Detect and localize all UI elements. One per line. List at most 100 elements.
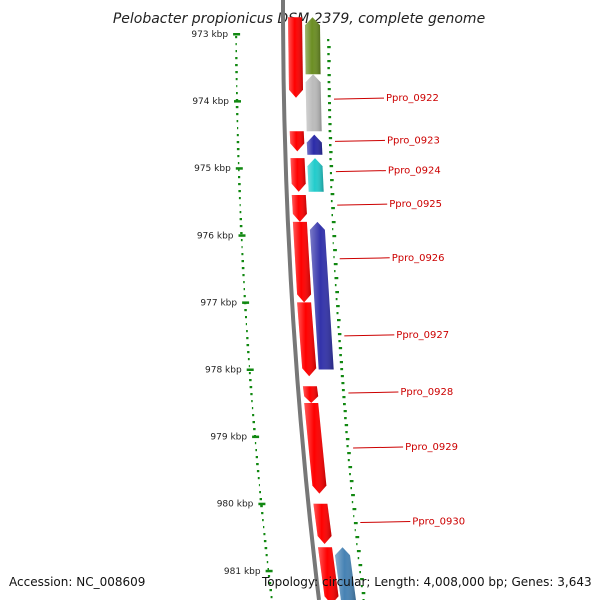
gc-dot-outer	[344, 417, 347, 420]
gc-dot-inner	[263, 533, 266, 536]
gc-dot-outer	[361, 592, 366, 595]
gc-dot-outer	[340, 368, 344, 371]
gc-dot-outer	[329, 158, 332, 161]
gc-dot-inner	[236, 134, 239, 137]
gene-arrow-ppro_0929-shading	[304, 403, 327, 494]
gene-label-leader	[353, 446, 404, 449]
gc-dot-inner	[247, 351, 250, 354]
gene-label-ppro_0924: Ppro_0924	[388, 166, 441, 177]
kbp-tick-label: 978 kbp	[205, 366, 242, 376]
gene-arrow-ppro_0927-shading	[297, 302, 317, 377]
gene-arrow-fwd-14-shading	[318, 547, 339, 600]
gc-dot-outer	[339, 361, 343, 364]
gc-dot-inner	[241, 253, 244, 256]
gc-dot-inner	[239, 204, 241, 207]
topology-text: Topology: circular; Length: 4,008,000 bp…	[262, 575, 592, 589]
gc-dot-inner	[243, 295, 246, 298]
gc-dot-outer	[329, 165, 334, 168]
gc-dot-inner	[238, 169, 240, 172]
gc-dot-outer	[328, 137, 333, 140]
gene-track	[288, 17, 356, 600]
gc-dot-inner	[251, 400, 253, 403]
gc-dot-inner	[249, 379, 252, 382]
gc-dot-outer	[335, 298, 338, 301]
gc-dot-inner	[257, 477, 260, 480]
gc-dot-outer	[339, 354, 342, 357]
gc-dot-inner	[238, 176, 241, 179]
gc-dot-outer	[360, 578, 364, 581]
gc-dot-inner	[263, 526, 265, 529]
gc-dot-outer	[330, 179, 334, 182]
gene-label-leader	[337, 203, 388, 206]
gc-dot-outer	[343, 403, 346, 406]
gc-dot-outer	[331, 207, 335, 210]
gc-dot-inner	[252, 414, 255, 417]
gc-dot-outer	[334, 277, 339, 280]
gc-dot-outer	[354, 529, 356, 532]
gene-label-ppro_0923: Ppro_0923	[387, 135, 440, 146]
gc-dot-inner	[236, 92, 238, 95]
gc-dot-inner	[256, 463, 259, 466]
kbp-tick-label: 980 kbp	[217, 500, 254, 510]
gc-dot-outer	[338, 340, 341, 343]
gc-dot-inner	[236, 148, 240, 151]
gc-dot-inner	[242, 274, 245, 277]
gc-dot-outer	[327, 67, 330, 70]
gc-dot-inner	[263, 540, 267, 543]
gc-dot-outer	[341, 389, 345, 392]
gc-dot-inner	[259, 491, 261, 494]
gc-dot-inner	[246, 330, 248, 333]
gc-dot-outer	[332, 242, 334, 245]
gc-dot-inner	[238, 183, 241, 186]
gene-arrow-ppro_0926-shading	[309, 221, 334, 370]
gc-dot-inner	[256, 470, 260, 473]
gene-labels: Ppro_0922 Ppro_0923 Ppro_0924 Ppro_0925 Ppro…	[333, 93, 465, 528]
gene-arrow-ppro_0930-shading	[313, 503, 332, 544]
gene-arrow-rev-15-shading	[335, 547, 356, 600]
gc-dot-outer	[337, 319, 341, 322]
gc-dot-inner	[238, 197, 241, 200]
gene-arrow-ppro_0922-shading	[305, 74, 322, 132]
gc-dot-inner	[247, 358, 250, 361]
gc-content-track	[235, 36, 366, 600]
gc-dot-inner	[267, 575, 271, 578]
gc-dot-outer	[333, 249, 337, 252]
gc-dot-inner	[251, 407, 254, 410]
gene-arrow-ppro_0925-shading	[291, 195, 307, 222]
gc-dot-outer	[334, 284, 337, 287]
kbp-tick-mark	[246, 368, 254, 371]
gc-dot-inner	[236, 85, 238, 88]
kbp-tick-label: 976 kbp	[197, 231, 234, 241]
gene-label-ppro_0930: Ppro_0930	[412, 517, 465, 528]
gc-dot-inner	[235, 57, 238, 60]
kbp-tick-mark	[258, 502, 266, 506]
gc-dot-inner	[260, 505, 263, 508]
gc-dot-inner	[246, 337, 249, 340]
gc-dot-outer	[353, 522, 358, 525]
gene-label-ppro_0929: Ppro_0929	[405, 442, 458, 453]
genome-backbone	[281, 0, 321, 600]
gc-dot-inner	[262, 519, 264, 522]
gene-label-leader	[334, 139, 386, 142]
gene-label-ppro_0925: Ppro_0925	[389, 199, 442, 210]
gc-dot-outer	[328, 109, 332, 112]
gc-dot-outer	[360, 585, 363, 588]
gc-dot-outer	[341, 382, 345, 385]
gene-label-ppro_0922: Ppro_0922	[386, 93, 439, 104]
kbp-tick-label: 981 kbp	[224, 567, 261, 577]
gc-dot-outer	[327, 60, 331, 63]
gc-dot-outer	[338, 347, 343, 350]
kbp-tick-mark	[252, 435, 260, 439]
gene-arrow-fwd-8-shading	[292, 221, 312, 303]
gc-dot-outer	[351, 494, 355, 497]
gene-label-leader	[360, 521, 411, 523]
gc-dot-inner	[246, 344, 250, 347]
gc-dot-inner	[265, 554, 268, 557]
gc-dot-outer	[358, 564, 363, 567]
kbp-tick-label: 977 kbp	[200, 298, 237, 308]
gc-dot-inner	[241, 267, 245, 270]
gc-dot-outer	[347, 459, 350, 462]
gc-dot-outer	[344, 424, 349, 427]
gc-dot-inner	[252, 421, 255, 424]
kbp-tick-label: 974 kbp	[192, 97, 229, 107]
